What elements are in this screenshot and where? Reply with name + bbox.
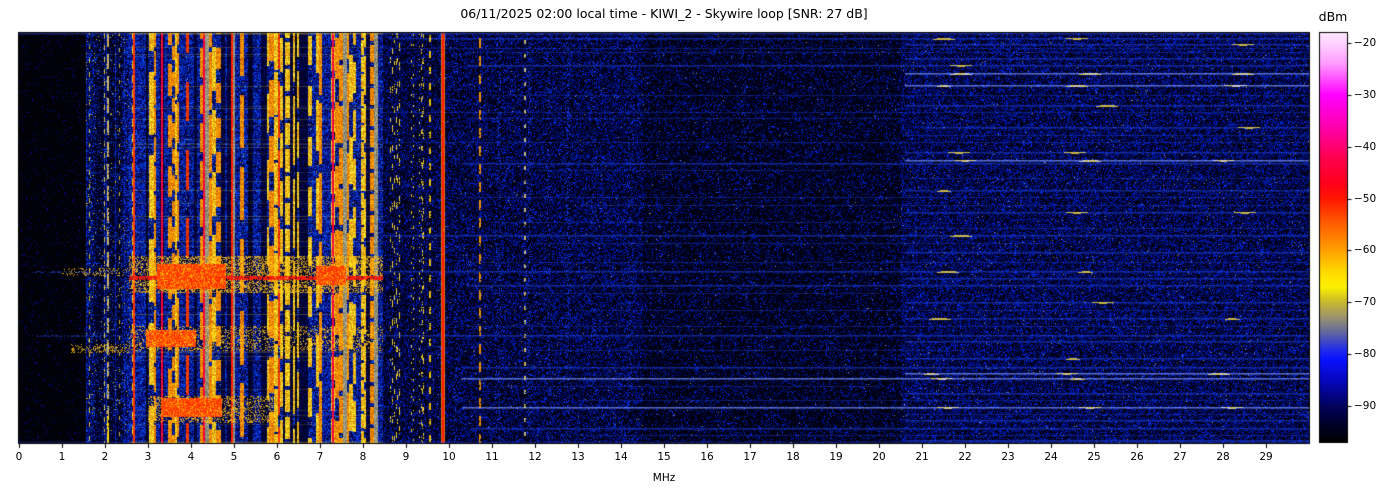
colorbar-tick-label: −80: [1354, 347, 1377, 360]
x-tick-label: 3: [144, 451, 152, 463]
colorbar-tick-label: −20: [1354, 37, 1377, 50]
x-tick-label: 8: [359, 451, 367, 463]
x-tick-label: 16: [700, 451, 714, 463]
x-tick-label: 1: [58, 451, 66, 463]
colorbar-tick-label: −60: [1354, 244, 1377, 257]
x-tick-label: 12: [528, 451, 542, 463]
x-tick-label: 19: [829, 451, 843, 463]
x-tick-label: 17: [743, 451, 757, 463]
colorbar-tick-label: −40: [1354, 140, 1377, 153]
x-tick-label: 0: [15, 451, 23, 463]
x-tick-label: 5: [230, 451, 238, 463]
x-tick-label: 14: [614, 451, 628, 463]
x-tick-label: 7: [316, 451, 324, 463]
x-tick-label: 6: [273, 451, 281, 463]
x-tick-label: 2: [101, 451, 109, 463]
x-tick-label: 11: [485, 451, 499, 463]
colorbar-unit-label: dBm: [1318, 9, 1348, 24]
x-tick-label: 18: [786, 451, 800, 463]
x-tick-label: 29: [1259, 451, 1273, 463]
x-tick-label: 21: [915, 451, 929, 463]
x-tick-label: 15: [657, 451, 671, 463]
colorbar-tick-label: −70: [1354, 296, 1377, 309]
x-tick-label: 22: [958, 451, 972, 463]
x-tick-label: 26: [1130, 451, 1144, 463]
x-tick-label: 27: [1173, 451, 1187, 463]
x-tick-label: 9: [402, 451, 410, 463]
x-tick-label: 24: [1044, 451, 1058, 463]
x-tick-label: 28: [1216, 451, 1230, 463]
x-tick-label: 10: [442, 451, 456, 463]
x-tick-label: 13: [571, 451, 585, 463]
colorbar-tick-label: −30: [1354, 89, 1377, 102]
x-tick-label: 4: [187, 451, 195, 463]
plot-title: 06/11/2025 02:00 local time - KIWI_2 - S…: [460, 6, 868, 21]
x-tick-label: 25: [1087, 451, 1101, 463]
colorbar-tick-label: −50: [1354, 192, 1377, 205]
colorbar-tick-label: −90: [1354, 399, 1377, 412]
x-tick-label: 20: [872, 451, 886, 463]
x-axis-label: MHz: [652, 472, 676, 484]
x-tick-label: 23: [1001, 451, 1015, 463]
